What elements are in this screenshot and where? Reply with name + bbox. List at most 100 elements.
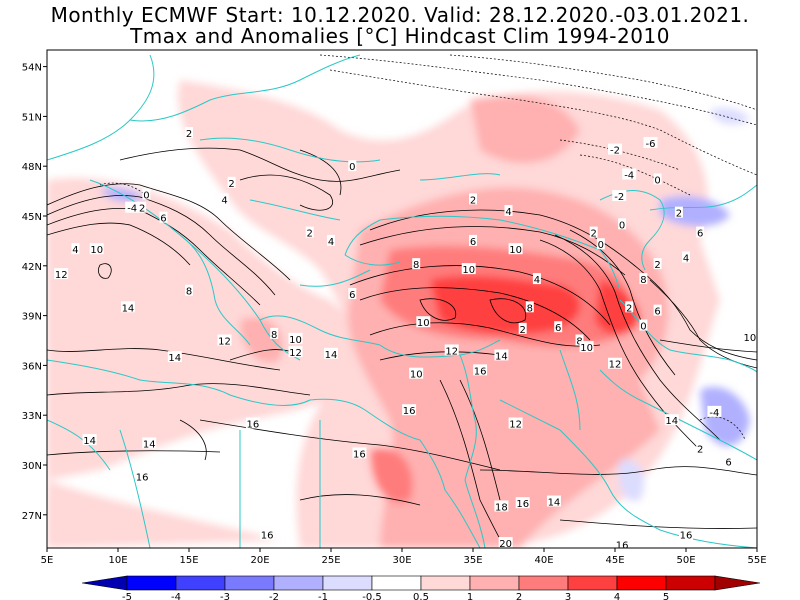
contour-label-bg [409, 367, 424, 379]
contour-label: 6 [349, 290, 355, 301]
contour-label: 8 [527, 303, 533, 314]
contour-label-bg [622, 168, 637, 180]
contour-label: 16 [516, 499, 529, 510]
contour-label: 10 [410, 370, 423, 381]
lon-tick-label: 20E [250, 555, 269, 566]
lat-tick-label: 36N [22, 361, 42, 372]
colorbar-segment [371, 575, 422, 591]
lon-tick-label: 15E [179, 555, 198, 566]
contour-label: 14 [143, 439, 156, 450]
contour-label: -4 [709, 408, 719, 419]
colorbar-max-arrow [714, 575, 761, 591]
contour-label: -2 [610, 146, 620, 157]
contour-label: 6 [725, 458, 731, 469]
contour-label-bg [54, 268, 69, 280]
contour-label: -6 [646, 139, 656, 150]
colorbar-segment [518, 575, 569, 591]
contour-label-bg [227, 176, 236, 188]
contour-label: 10 [90, 245, 103, 256]
lon-tick-label: 40E [534, 555, 553, 566]
contour-label-bg [498, 537, 513, 548]
contour-label: 8 [576, 337, 582, 348]
contour-label: 0 [143, 190, 149, 201]
contour-label: 2 [697, 444, 703, 455]
contour-label-bg [682, 251, 690, 263]
colorbar-tick-label: -0.5 [362, 592, 382, 600]
contour-label-bg [89, 243, 104, 255]
contour-label: 8 [271, 330, 277, 341]
lon-tick-label: 35E [463, 555, 482, 566]
contour-label-bg [270, 327, 279, 339]
contour-label: 4 [683, 254, 689, 265]
contour-label: 2 [676, 209, 682, 220]
contour-label-bg [696, 226, 705, 238]
contour-label: 16 [403, 406, 416, 417]
lon-tick-label: 25E [321, 555, 340, 566]
contour-label-bg [608, 143, 622, 155]
lat-tick-label: 51N [22, 112, 42, 123]
contour-label-bg [508, 417, 523, 429]
contour-label: 2 [139, 204, 145, 215]
contour-label-bg [618, 218, 627, 230]
contour-label-bg [142, 188, 151, 200]
lon-tick-label: 50E [676, 555, 695, 566]
contour-label-bg [185, 127, 193, 138]
contour-label-bg [625, 301, 634, 313]
lat-tick-label: 42N [22, 262, 42, 273]
colorbar-segment [665, 575, 716, 591]
contour-label-bg [707, 405, 722, 417]
contour-label-bg [71, 243, 80, 255]
contour-label: 12 [55, 270, 68, 281]
contour-label-bg [159, 211, 168, 223]
colorbar-tick-label: 0.5 [413, 592, 429, 600]
colorbar-segment [420, 575, 471, 591]
contour-label: 12 [609, 360, 622, 371]
colorbar: -5 -4 -3 -2 -1 -0.5 0.5 1 2 3 4 5 [81, 575, 761, 600]
colorbar-segment [273, 575, 324, 591]
contour-label: 0 [640, 322, 646, 333]
contour-label: 0 [619, 220, 625, 231]
contour-label-bg [412, 258, 421, 270]
lon-tick-label: 45E [605, 555, 624, 566]
contour-label-bg [220, 193, 229, 205]
lat-tick-label: 39N [22, 312, 42, 323]
contour-label: 10 [580, 343, 593, 354]
colorbar-tick-label: 4 [614, 592, 620, 600]
contour-label-bg [653, 173, 662, 185]
contour-label-bg [608, 357, 622, 369]
contour-label: 6 [470, 237, 476, 248]
contour-label-bg [138, 201, 147, 213]
contour-label-bg [125, 201, 140, 213]
contour-label-bg [532, 273, 541, 285]
contour-label: 6 [160, 214, 166, 225]
contour-label-bg [348, 160, 357, 172]
contour-label: 16 [261, 531, 274, 542]
contour-label: 0 [598, 240, 604, 251]
contour-label: 2 [470, 195, 476, 206]
contour-label-bg [185, 284, 193, 296]
colorbar-tick-label: 2 [516, 592, 522, 600]
contour-label: 14 [325, 350, 338, 361]
contour-label: 12 [509, 420, 522, 431]
contour-label: 16 [474, 366, 487, 377]
contour-label: 16 [136, 473, 149, 484]
contour-label: 16 [616, 541, 629, 552]
contour-label: 12 [218, 337, 231, 348]
contour-label-bg [525, 301, 534, 313]
lat-tick-label: 45N [22, 212, 42, 223]
contour-label-bg [494, 349, 509, 361]
contour-label-bg [327, 234, 335, 246]
contour-label: 10 [417, 318, 430, 329]
contour-label-bg [167, 351, 182, 363]
contour-label-bg [653, 258, 662, 270]
contour-label-bg [217, 334, 232, 346]
contour-label-bg [643, 136, 658, 148]
anomaly-shading [47, 80, 750, 548]
contour-label: 14 [548, 498, 561, 509]
contour-label: 8 [186, 287, 192, 298]
contour-label-bg [461, 263, 476, 275]
contour-label: 0 [349, 162, 355, 173]
contour-label: 8 [761, 315, 767, 326]
contour-label: 10 [509, 245, 522, 256]
contour-label-bg [82, 434, 97, 446]
